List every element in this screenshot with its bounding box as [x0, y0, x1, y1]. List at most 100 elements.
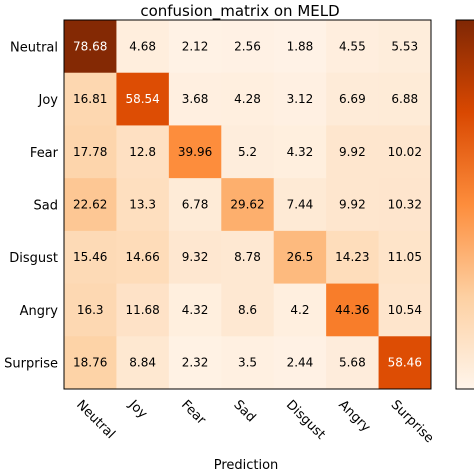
cell-value-label: 3.68 — [182, 92, 209, 106]
x-tick-labels: Neutral Joy Fear Sad Disgust Angry Surprise — [73, 397, 436, 446]
cell-value-label: 15.46 — [73, 250, 107, 264]
cell-value-label: 58.46 — [388, 356, 422, 370]
heatmap-cell — [168, 125, 222, 179]
heatmap-cell — [273, 72, 327, 126]
heatmap-cell — [116, 125, 170, 179]
cell-value-label: 78.68 — [73, 39, 107, 53]
cell-value-label: 13.3 — [129, 198, 156, 212]
cell-value-label: 9.92 — [339, 198, 366, 212]
cell-value-label: 12.8 — [129, 145, 156, 159]
heatmap-cell — [116, 283, 170, 337]
heatmap-cell — [168, 230, 222, 285]
x-tick-label: Sad — [230, 397, 258, 425]
cell-value-label: 14.23 — [335, 250, 369, 264]
x-tick-label: Neutral — [73, 397, 118, 442]
heatmap-cell — [116, 178, 170, 232]
heatmap-cell — [116, 72, 170, 126]
heatmap-cell — [168, 20, 222, 74]
heatmap-cell — [273, 125, 327, 179]
heatmap-cell — [221, 336, 275, 390]
heatmap-cell — [378, 72, 432, 126]
cell-value-label: 9.92 — [339, 145, 366, 159]
heatmap-cell — [64, 336, 117, 390]
heatmap-cell — [221, 20, 275, 74]
y-tick-label: Fear — [30, 146, 59, 161]
colorbar — [455, 19, 474, 390]
cell-value-label: 8.84 — [129, 356, 156, 370]
cell-value-label: 29.62 — [230, 198, 264, 212]
cell-value-label: 2.56 — [234, 39, 261, 53]
heatmap-cell — [326, 178, 380, 232]
cell-value-label: 6.88 — [391, 92, 418, 106]
heatmap-cell — [221, 125, 275, 179]
heatmap-cell — [273, 20, 327, 74]
cell-value-label: 3.5 — [238, 356, 257, 370]
x-tick-label: Angry — [335, 397, 373, 435]
y-tick-label: Sad — [34, 199, 58, 214]
x-tick-label: Joy — [125, 397, 150, 422]
x-axis-title: Prediction — [214, 458, 279, 473]
cell-value-label: 44.36 — [335, 303, 369, 317]
heatmap-cell — [326, 336, 380, 390]
cell-value-label: 5.53 — [391, 39, 418, 53]
y-tick-label: Disgust — [9, 251, 58, 266]
heatmap-cell — [64, 125, 117, 179]
heatmap-cell — [116, 20, 170, 74]
heatmap-cell — [221, 230, 275, 285]
cell-value-label: 4.32 — [182, 303, 209, 317]
heatmap-cell — [64, 178, 117, 232]
cell-value-label: 4.28 — [234, 92, 261, 106]
cell-value-label: 26.5 — [287, 250, 314, 264]
cell-value-label: 3.12 — [287, 92, 314, 106]
heatmap-cell — [326, 230, 380, 285]
heatmap-cell — [378, 20, 432, 74]
x-tick-label: Fear — [178, 397, 209, 428]
cell-value-label: 10.02 — [388, 145, 422, 159]
heatmap-cell — [378, 125, 432, 179]
cell-value-label: 58.54 — [125, 92, 159, 106]
heatmap-cell — [168, 178, 222, 232]
heatmap-cell — [273, 178, 327, 232]
cell-value-label: 5.68 — [339, 356, 366, 370]
plot-frame — [63, 19, 432, 390]
cell-value-label: 11.68 — [125, 303, 159, 317]
cell-value-label: 4.55 — [339, 39, 366, 53]
heatmap-cell — [168, 283, 222, 337]
cell-value-label: 39.96 — [178, 145, 212, 159]
cell-value-label: 4.68 — [129, 39, 156, 53]
y-tick-label: Surprise — [4, 357, 58, 372]
cell-value-label: 10.54 — [388, 303, 422, 317]
heatmap-cell — [168, 72, 222, 126]
cell-value-label: 11.05 — [388, 250, 422, 264]
heatmap-cell — [64, 72, 117, 126]
y-tick-label: Neutral — [10, 40, 58, 55]
heatmap-cell — [326, 72, 380, 126]
heatmap-cell — [326, 125, 380, 179]
cell-value-label: 6.69 — [339, 92, 366, 106]
cell-value-label: 8.6 — [238, 303, 257, 317]
y-tick-label: Joy — [38, 93, 59, 108]
cell-value-label: 14.66 — [125, 250, 159, 264]
heatmap-cell — [326, 283, 380, 337]
heatmap-cell — [64, 230, 117, 285]
heatmap-cell — [378, 230, 432, 285]
heatmap-cell — [221, 178, 275, 232]
heatmap-cell — [273, 336, 327, 390]
cell-value-label: 8.78 — [234, 250, 261, 264]
heatmap-cell — [221, 283, 275, 337]
heatmap-cell — [168, 336, 222, 390]
heatmap-cell — [116, 230, 170, 285]
heatmap-cell — [378, 283, 432, 337]
heatmap-cells: 78.68 4.68 2.12 2.56 1.88 4.55 5.53 16.81 58.54 3… — [64, 20, 432, 390]
cell-value-label: 6.78 — [182, 198, 209, 212]
cell-value-label: 18.76 — [73, 356, 107, 370]
y-tick-labels: Neutral Joy Fear Sad Disgust Angry Surprise — [4, 40, 58, 371]
cell-value-label: 5.2 — [238, 145, 257, 159]
cell-value-label: 2.12 — [182, 39, 209, 53]
cell-value-label: 2.32 — [182, 356, 209, 370]
heatmap-cell — [273, 230, 327, 285]
cell-value-label: 7.44 — [287, 198, 314, 212]
x-tick-label: Surprise — [388, 397, 437, 446]
heatmap-cell — [221, 72, 275, 126]
